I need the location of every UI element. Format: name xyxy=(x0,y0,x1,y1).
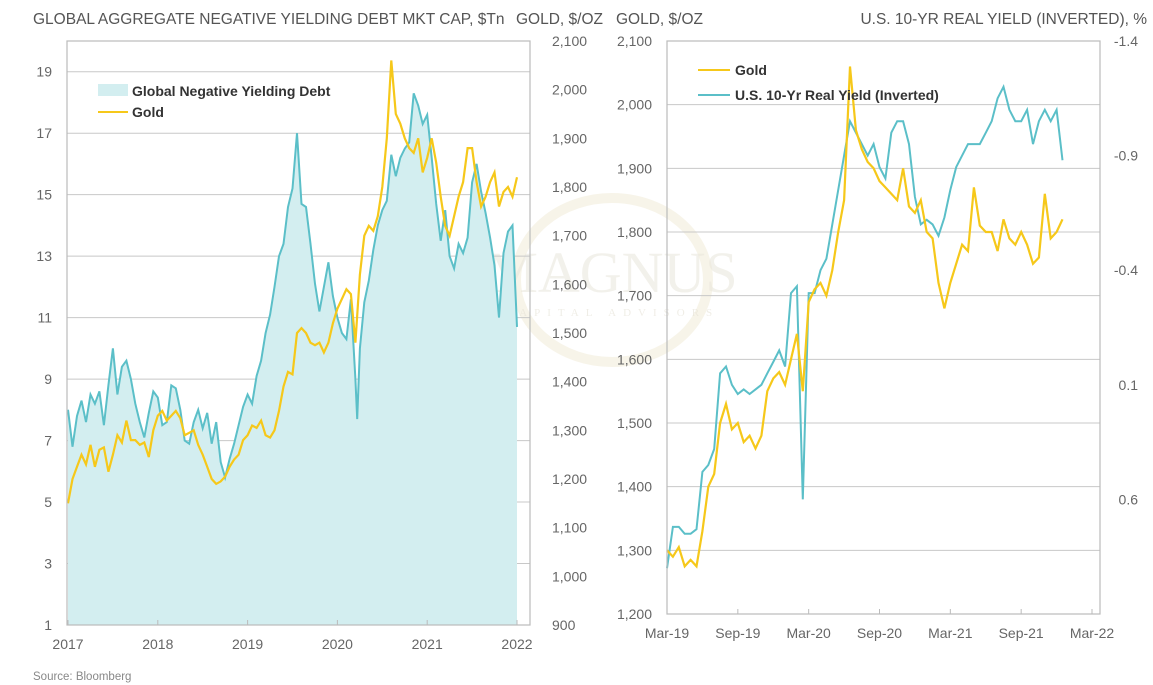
x-tick-label: Mar-20 xyxy=(786,625,831,641)
right-chart-y-ticks: 1,200 1,300 1,400 1,500 1,600 1,700 1,800 1,900… xyxy=(617,33,652,622)
left-chart-frame xyxy=(66,40,531,626)
x-tick-label: Sep-19 xyxy=(715,625,760,641)
y2-tick-label: 1,800 xyxy=(552,179,587,195)
y-tick-label: 1,300 xyxy=(617,542,652,558)
y-tick-label: 1 xyxy=(44,617,52,633)
source-note: Source: Bloomberg xyxy=(33,671,131,683)
right-chart: GOLD, $/OZ U.S. 10-YR REAL YIELD (INVERT… xyxy=(616,11,1147,641)
y2-tick-label: 1,700 xyxy=(552,228,587,244)
x-tick-label: Sep-20 xyxy=(857,625,902,641)
x-tick-label: Sep-21 xyxy=(999,625,1044,641)
left-chart-x-ticks: 2017 2018 2019 2020 2021 2022 xyxy=(52,620,533,652)
left-chart-y2-ticks: 900 1,000 1,100 1,200 1,300 1,400 1,500 1,600 1,… xyxy=(552,33,587,633)
watermark-text: MAGNUS xyxy=(486,240,737,305)
y2-tick-label: 900 xyxy=(552,617,576,633)
y2-tick-label: -0.4 xyxy=(1114,262,1138,278)
y-tick-label: 1,700 xyxy=(617,288,652,304)
x-tick-label: 2017 xyxy=(52,636,83,652)
x-tick-label: Mar-22 xyxy=(1070,625,1115,641)
watermark: MAGNUS CAPITAL ADVISORS xyxy=(486,193,738,367)
legend-label-gold: Gold xyxy=(132,104,164,120)
right-chart-frame xyxy=(666,40,1101,615)
y-tick-label: 1,800 xyxy=(617,224,652,240)
y2-tick-label: 1,000 xyxy=(552,568,587,584)
y2-tick-label: 1,600 xyxy=(552,276,587,292)
negative-debt-line xyxy=(67,92,518,482)
y-tick-label: 2,100 xyxy=(617,33,652,49)
y2-tick-label: 1,100 xyxy=(552,520,587,536)
negative-debt-area xyxy=(68,93,517,626)
right-chart-legend: Gold U.S. 10-Yr Real Yield (Inverted) xyxy=(698,62,939,103)
left-gold-line xyxy=(66,60,519,504)
y2-tick-label: 1,400 xyxy=(552,374,587,390)
watermark-subtext: CAPITAL ADVISORS xyxy=(505,307,719,319)
y-tick-label: 1,600 xyxy=(617,351,652,367)
y2-tick-label: 2,100 xyxy=(552,33,587,49)
y-tick-label: 9 xyxy=(44,371,52,387)
x-tick-label: 2021 xyxy=(412,636,443,652)
x-tick-label: 2019 xyxy=(232,636,263,652)
real-yield-line xyxy=(666,83,1064,569)
y2-tick-label: 1,500 xyxy=(552,325,587,341)
right-chart-left-axis-title: GOLD, $/OZ xyxy=(616,11,703,28)
right-chart-x-ticks: Mar-19 Sep-19 Mar-20 Sep-20 Mar-21 Sep-21 Mar-… xyxy=(645,609,1115,641)
y-tick-label: 15 xyxy=(36,187,52,203)
x-tick-label: 2020 xyxy=(322,636,353,652)
right-chart-gridlines xyxy=(667,104,1100,551)
left-chart-legend: Global Negative Yielding Debt Gold xyxy=(98,83,331,120)
x-tick-label: Mar-19 xyxy=(645,625,690,641)
y-tick-label: 17 xyxy=(36,125,52,141)
y-tick-label: 19 xyxy=(36,64,52,80)
legend-label-negative-debt: Global Negative Yielding Debt xyxy=(132,83,331,99)
y2-tick-label: 1,900 xyxy=(552,130,587,146)
right-gold-line xyxy=(666,66,1064,569)
y-tick-label: 1,500 xyxy=(617,415,652,431)
legend-swatch-negative-debt xyxy=(98,84,128,96)
x-tick-label: 2018 xyxy=(142,636,173,652)
left-chart-title: GLOBAL AGGREGATE NEGATIVE YIELDING DEBT … xyxy=(33,11,504,28)
y-tick-label: 1,400 xyxy=(617,479,652,495)
left-chart-right-axis-title: GOLD, $/OZ xyxy=(516,11,603,28)
y-tick-label: 13 xyxy=(36,248,52,264)
y-tick-label: 1,200 xyxy=(617,606,652,622)
right-chart-y2-ticks: -1.4 -0.9 -0.4 0.1 0.6 xyxy=(1114,33,1138,507)
x-tick-label: Mar-21 xyxy=(928,625,973,641)
right-chart-right-axis-title: U.S. 10-YR REAL YIELD (INVERTED), % xyxy=(860,11,1147,28)
left-chart: GLOBAL AGGREGATE NEGATIVE YIELDING DEBT … xyxy=(33,11,603,652)
watermark-ring xyxy=(511,193,713,367)
y2-tick-label: -1.4 xyxy=(1114,33,1138,49)
y2-tick-label: -0.9 xyxy=(1114,148,1138,164)
y-tick-label: 11 xyxy=(37,310,52,326)
x-tick-label: 2022 xyxy=(501,636,532,652)
y2-tick-label: 1,200 xyxy=(552,471,587,487)
y2-tick-label: 1,300 xyxy=(552,422,587,438)
y-tick-label: 7 xyxy=(44,433,52,449)
y-tick-label: 1,900 xyxy=(617,160,652,176)
y2-tick-label: 2,000 xyxy=(552,82,587,98)
y-tick-label: 3 xyxy=(44,556,52,572)
y2-tick-label: 0.1 xyxy=(1119,377,1139,393)
y2-tick-label: 0.6 xyxy=(1119,491,1139,507)
y-tick-label: 5 xyxy=(44,494,52,510)
y-tick-label: 2,000 xyxy=(617,97,652,113)
legend-label-real-yield: U.S. 10-Yr Real Yield (Inverted) xyxy=(735,87,939,103)
legend-label-gold-right: Gold xyxy=(735,62,767,78)
